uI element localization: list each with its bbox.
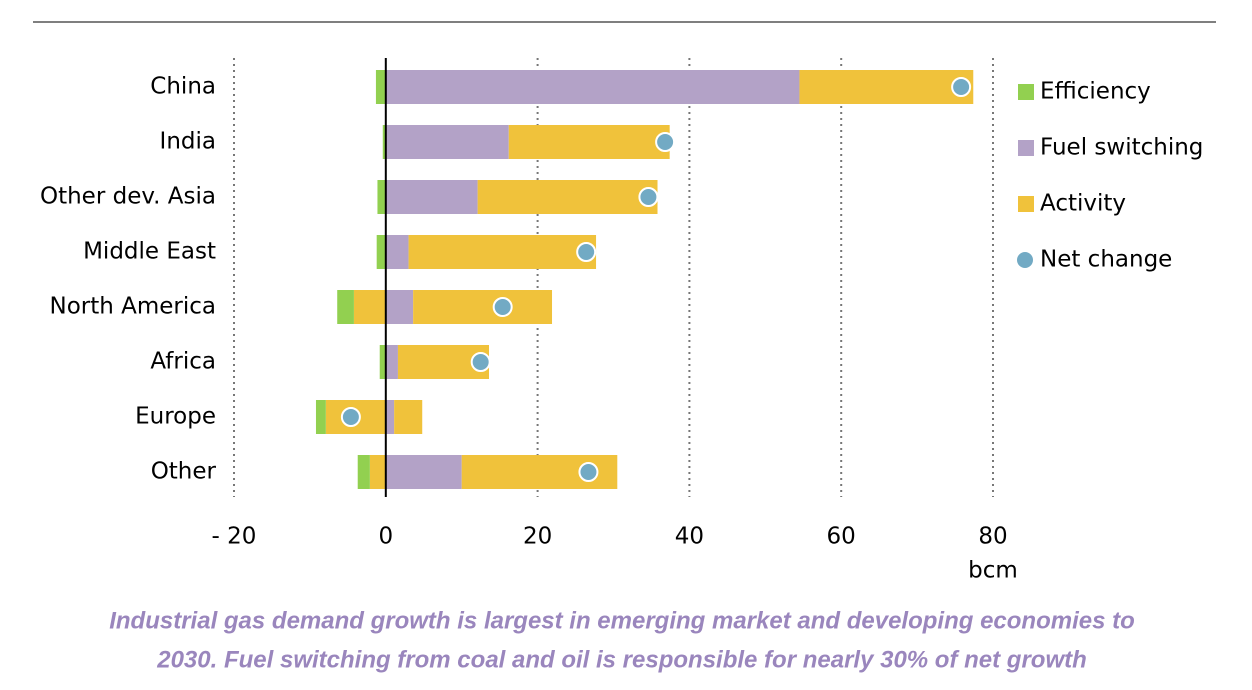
x-tick-label: 60 — [827, 524, 856, 550]
net-change-dot — [340, 407, 361, 427]
y-tick-label: India — [160, 129, 216, 155]
net-change-dot — [576, 242, 597, 262]
bar-segment — [385, 70, 800, 104]
net-change-dot — [578, 462, 599, 482]
net-change-dot — [951, 77, 972, 97]
caption: Industrial gas demand growth is largest … — [109, 607, 1135, 634]
legend-swatch — [1018, 84, 1034, 100]
bar-segment — [337, 290, 354, 324]
bar-segment — [379, 345, 386, 379]
bar-segment — [477, 180, 658, 214]
legend-swatch — [1018, 140, 1034, 156]
legend-swatch — [1017, 252, 1033, 268]
legend-label: Fuel switching — [1040, 135, 1203, 161]
y-tick-label: Europe — [135, 404, 216, 430]
bar-segment — [508, 125, 670, 159]
net-change-dot — [470, 352, 491, 372]
bar-segment — [315, 400, 326, 434]
bar-segment — [377, 180, 386, 214]
y-tick-label: China — [150, 74, 216, 100]
bar-segment — [385, 400, 395, 434]
x-tick-label: 0 — [378, 524, 393, 550]
bar-segment — [385, 290, 414, 324]
bar-segment — [799, 70, 974, 104]
x-tick-label: 20 — [523, 524, 552, 550]
x-tick-label: - 20 — [212, 524, 257, 550]
y-tick-label: Middle East — [83, 239, 216, 265]
legend-label: Efficiency — [1040, 79, 1151, 105]
bar-segment — [375, 70, 386, 104]
legend-swatch — [1018, 196, 1034, 212]
bar-segment — [385, 235, 409, 269]
bar-segment — [385, 455, 462, 489]
net-change-dot — [492, 297, 513, 317]
bar-segment — [382, 125, 386, 159]
x-tick-label: 40 — [675, 524, 704, 550]
bar-segment — [385, 180, 478, 214]
bar-segment — [413, 290, 553, 324]
bar-segment — [376, 235, 386, 269]
y-tick-label: Other — [151, 459, 217, 485]
x-axis-label: bcm — [968, 558, 1018, 584]
bar-segment — [385, 125, 509, 159]
bar-segment — [408, 235, 597, 269]
net-change-dot — [655, 132, 676, 152]
bar-segment — [394, 400, 423, 434]
bar-segment — [369, 455, 386, 489]
legend-label: Activity — [1040, 191, 1126, 217]
bar-segment — [357, 455, 370, 489]
legend-label: Net change — [1040, 247, 1172, 273]
net-change-dot — [638, 187, 659, 207]
x-tick-label: 80 — [978, 524, 1007, 550]
caption: 2030. Fuel switching from coal and oil i… — [156, 646, 1087, 673]
bar-segment — [385, 345, 398, 379]
y-tick-label: Other dev. Asia — [40, 184, 216, 210]
bar-segment — [353, 290, 386, 324]
y-tick-label: Africa — [150, 349, 216, 375]
y-tick-label: North America — [49, 294, 216, 320]
